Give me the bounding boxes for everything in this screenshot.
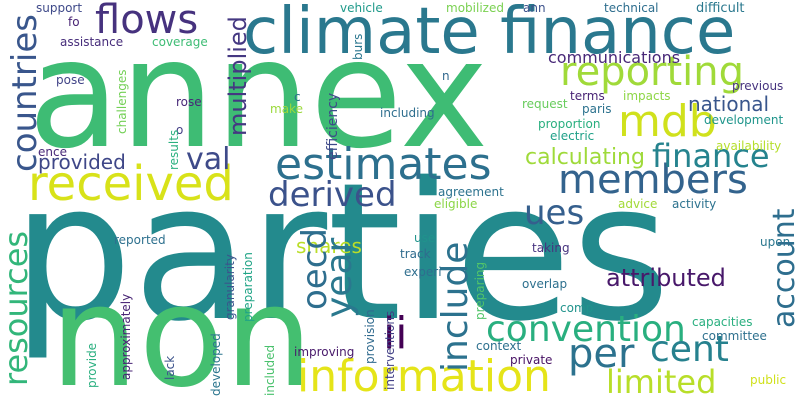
word-make: make [270,102,303,116]
word-received: received [28,156,234,212]
word-attributed: attributed [606,264,726,292]
word-reported: reported [114,233,166,247]
word-derived: derived [268,175,397,215]
word-resources: resources [0,230,35,386]
word-provide: provide [85,342,99,388]
word-rose: rose [176,95,202,109]
word-year: year [319,237,360,318]
word-capacities: capacities [692,315,753,329]
word-taking: taking [532,241,570,255]
word-paris: paris [582,102,612,116]
word-mobilized: mobilized [446,1,504,15]
word-account: account [767,208,800,328]
word-parties: parties [12,142,671,363]
word-approximately: approximately [119,293,133,380]
word-non: non [50,256,314,400]
word-ann: ann [523,1,546,15]
word-limited: limited [606,363,717,400]
word-use: use [414,231,436,245]
word-electric: electric [550,129,595,143]
word-information: information [297,351,551,400]
word-members: members [558,157,748,203]
word-convention: convention [486,309,686,350]
word-cent: cent [650,329,729,370]
word-shares: shares [296,234,362,258]
word-climate-finance: climate finance [243,0,736,69]
word-estimates: estimates [275,139,492,190]
word-calculating: calculating [525,145,645,170]
word-multiplied: multiplied [224,16,252,136]
word-difficult: difficult [696,1,745,16]
word-experi: experi [404,265,442,279]
word-developed: developed [209,333,223,396]
word-finance: finance [652,137,770,175]
word-eligible: eligible [434,197,478,211]
word-mdb: mdb [618,96,717,147]
word-c: c [294,90,301,104]
word-ence: ence [38,145,67,159]
word-vehicle: vehicle [340,1,383,15]
word-countries: countries [5,14,45,172]
word-context: context [476,339,522,353]
word-preparation: preparation [241,252,255,322]
word-lack: lack [163,355,177,380]
word-overlap: overlap [522,277,568,291]
word-national: national [688,92,770,116]
word-efficiency: efficiency [325,92,341,160]
word-public: public [750,373,787,387]
word-support: support [36,1,83,15]
word-annex: annex [28,8,489,182]
word-ii: ii [383,308,408,359]
word-flows: flows [95,0,199,43]
word-previous: previous [732,79,784,93]
word-technical: technical [604,1,659,15]
word-o: o [176,123,184,137]
word-results: results [167,129,181,170]
word-interventions: interventions [383,310,397,390]
word-comp: comp [560,301,594,315]
word-provided: provided [38,150,126,174]
word-include: include [435,241,476,372]
word-upon: upon [760,235,791,249]
word-activity: activity [672,197,717,211]
word-agreement: agreement [438,185,504,199]
word-impacts: impacts [623,89,671,103]
word-track: track [400,247,431,261]
word-per: per [568,331,635,377]
word-n: n [442,69,450,83]
word-availability: availability [716,139,782,153]
word-development: development [704,113,784,127]
word-private: private [510,353,553,367]
word-assistance: assistance [60,35,124,49]
word-improving: improving [294,345,355,359]
word-proportion: proportion [538,117,601,131]
word-request: request [522,97,568,111]
word-ues: ues [524,193,585,233]
word-provision: provision [363,309,377,364]
word-reporting: reporting [560,49,745,95]
word-included: included [263,344,277,396]
word-coverage: coverage [152,35,208,49]
word-terms: terms [570,89,605,103]
word-pose: pose [56,73,85,87]
word-burs: burs [351,33,365,60]
word-communications: communications [548,48,681,67]
word-including: including [380,106,435,120]
word-challenges: challenges [115,69,129,134]
word-preparing: preparing [473,261,487,320]
word-fo: fo [68,15,80,29]
word-advice: advice [618,197,658,211]
word-granularity: granularity [223,254,237,320]
word-committee: committee [702,329,767,343]
word-val: val [186,142,231,177]
